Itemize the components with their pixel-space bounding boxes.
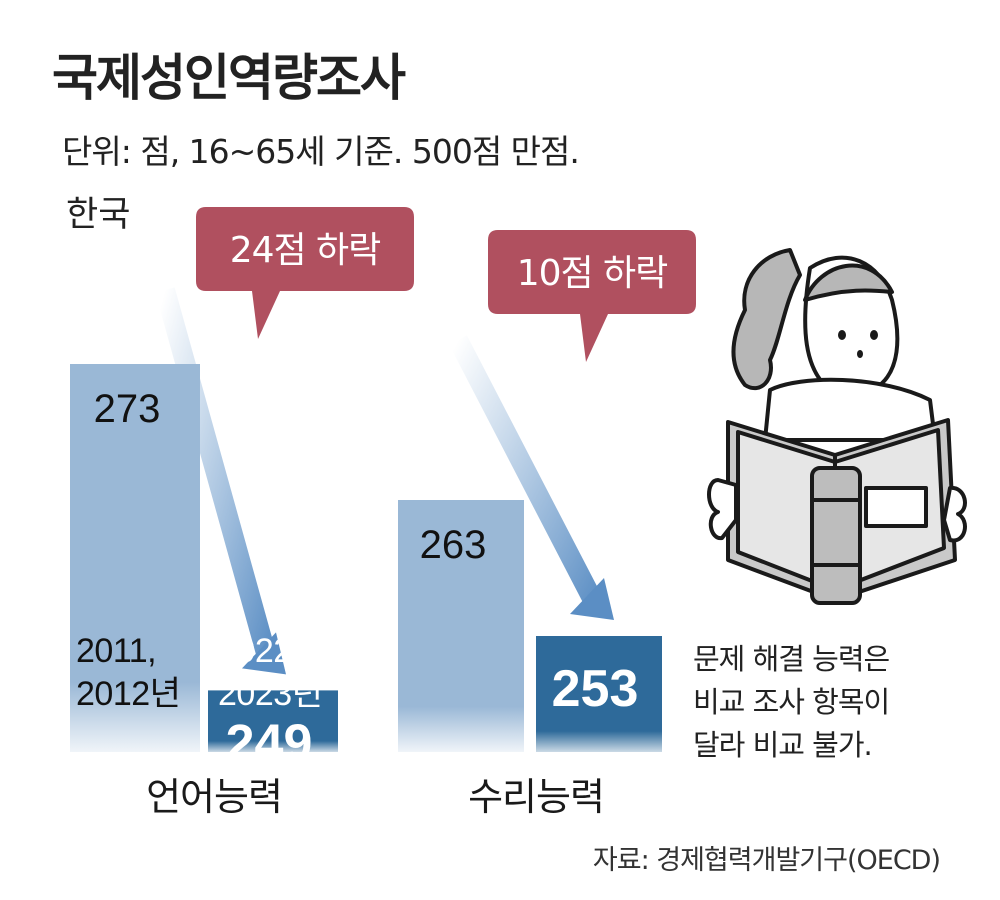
country-label: 한국 xyxy=(66,195,131,235)
trend-arrow-shaft xyxy=(449,335,605,611)
category-label: 수리능력 xyxy=(468,775,604,819)
reading-girl-illustration xyxy=(707,248,967,605)
callout-text: 24점 하락 xyxy=(230,230,381,271)
data-label: 249 xyxy=(226,714,313,772)
series-label: 2012년 xyxy=(76,675,180,713)
note-line: 비교 조사 항목이 xyxy=(693,685,890,719)
bar xyxy=(398,500,524,752)
bar xyxy=(70,364,200,752)
trend-arrow-head xyxy=(242,632,286,675)
trend-arrow-shaft xyxy=(155,287,278,664)
data-label: 273 xyxy=(94,387,161,431)
source-text: 자료: 경제협력개발기구(OECD) xyxy=(592,845,941,876)
series-label: 2022, xyxy=(218,632,301,670)
callout-bubble xyxy=(196,207,414,339)
trend-arrow-head xyxy=(570,578,614,620)
chart-subtitle: 단위: 점, 16~65세 기준. 500점 만점. xyxy=(62,132,580,171)
callout-bubble xyxy=(488,230,696,362)
bar xyxy=(208,690,338,752)
data-label: 263 xyxy=(420,523,487,567)
series-label: 2011, xyxy=(76,632,156,670)
note-line: 달라 비교 불가. xyxy=(693,728,873,762)
bar xyxy=(536,636,662,752)
category-label: 언어능력 xyxy=(146,775,282,819)
chart-title: 국제성인역량조사 xyxy=(52,49,406,107)
callout-text: 10점 하락 xyxy=(517,253,668,294)
series-label: 2023년 xyxy=(218,675,322,713)
note-line: 문제 해결 능력은 xyxy=(693,642,890,676)
data-label: 253 xyxy=(552,660,639,718)
note-text: 문제 해결 능력은 비교 조사 항목이 달라 비교 불가. xyxy=(693,638,890,767)
